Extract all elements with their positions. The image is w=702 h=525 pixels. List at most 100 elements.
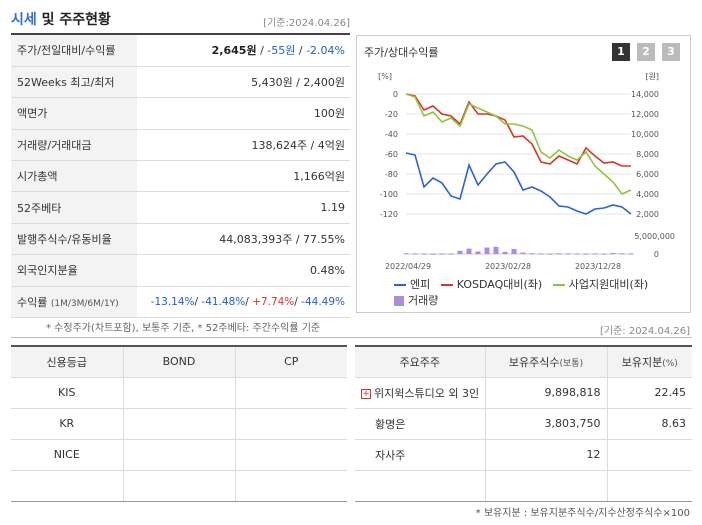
volume-bar — [529, 253, 535, 255]
volume-bar — [610, 252, 616, 254]
volume-bar — [475, 251, 481, 254]
divider — [11, 501, 347, 502]
series-line-2 — [405, 93, 631, 167]
table-row: + 위지윅스튜디오 외 3인 9,898,818 22.45 — [355, 376, 692, 409]
chart-border — [356, 312, 691, 313]
volume-bar — [592, 253, 598, 255]
table-row: 52Weeks 최고/최저 5,430원 / 2,400원 — [11, 66, 350, 99]
col-header: 보유주식수(보통) — [484, 345, 608, 378]
left-tick-label: -80 — [385, 170, 398, 179]
base-date: [기준:2024.04.26] — [263, 18, 350, 29]
volume-bar — [574, 253, 580, 255]
row-label: 발행주식수/유동비율 — [11, 223, 137, 256]
expand-icon[interactable]: + — [361, 388, 371, 399]
volume-bar — [556, 253, 562, 255]
row-value: 5,430원 / 2,400원 — [137, 66, 350, 99]
volume-bar — [511, 248, 517, 254]
volume-bar — [565, 253, 571, 255]
market-info-table: 주가/전일대비/수익률 2,645원 / -55원 / -2.04% 52Wee… — [11, 35, 350, 319]
row-label: 수익률 (1M/3M/6M/1Y) — [11, 286, 137, 319]
agency-cell — [11, 469, 124, 502]
row-label: 액면가 — [11, 97, 137, 130]
divider — [11, 33, 350, 35]
volume-bar — [448, 253, 454, 255]
x-tick-label: 2023/12/28 — [575, 262, 621, 271]
series-line-3 — [405, 93, 632, 195]
bond-cell — [122, 438, 236, 471]
right-axis-unit: [원] — [645, 72, 659, 81]
table-row: KR — [11, 407, 347, 440]
left-tick-label: -20 — [385, 110, 398, 119]
volume-bar — [502, 251, 508, 254]
x-tick-label: 2022/04/29 — [385, 262, 431, 271]
bond-cell — [122, 407, 236, 440]
col-header: 주요주주 — [355, 345, 486, 378]
cp-cell — [234, 407, 347, 440]
holder-pct — [606, 469, 692, 502]
volume-bar — [628, 253, 634, 255]
x-tick-label: 2023/02/28 — [485, 262, 531, 271]
series-line-1 — [405, 152, 632, 215]
table-row: 주가/전일대비/수익률 2,645원 / -55원 / -2.04% — [11, 35, 350, 67]
volume-bar — [520, 252, 526, 254]
chart-border — [690, 35, 691, 313]
holder-name: 황명은 — [355, 407, 486, 440]
right-tick-label: 4,000 — [636, 190, 659, 199]
agency-cell: KIS — [11, 376, 124, 409]
col-header: 보유지분(%) — [606, 345, 692, 378]
holder-name[interactable]: + 위지윅스튜디오 외 3인 — [355, 376, 486, 409]
table-row: 52주베타 1.19 — [11, 191, 350, 224]
col-header: CP — [234, 345, 347, 378]
right-tick-label: 14,000 — [631, 90, 659, 99]
table-row: 황명은 3,803,750 8.63 — [355, 407, 692, 440]
holder-pct: 8.63 — [606, 407, 692, 440]
left-axis-unit: [%] — [378, 72, 392, 81]
row-value: 1.19 — [137, 191, 350, 224]
right-tick-label: 6,000 — [636, 170, 659, 179]
legend-item-kosdaq: KOSDAQ대비(좌) — [440, 278, 542, 291]
table-row: KIS — [11, 376, 347, 409]
volume-bar — [583, 253, 589, 255]
table-row: 외국인지분율 0.48% — [11, 254, 350, 287]
row-label: 시가총액 — [11, 160, 137, 193]
bond-cell — [122, 376, 236, 409]
row-value: 100원 — [137, 97, 350, 130]
footnote: * 수정주가(차트포함), 보통주 기준, * 52주베타: 주간수익률 기준 — [46, 323, 321, 334]
agency-cell: KR — [11, 407, 124, 440]
credit-rating-table: 신용등급 BOND CP KIS KR NICE — [11, 345, 347, 502]
col-header: 신용등급 — [11, 345, 124, 378]
chart-tab-2[interactable]: 2 — [637, 43, 655, 61]
row-label: 거래량/거래대금 — [11, 129, 137, 162]
left-tick-label: 0 — [393, 90, 398, 99]
table-row: 거래량/거래대금 138,624주 / 4억원 — [11, 129, 350, 162]
row-value: 44,083,393주 / 77.55% — [137, 223, 350, 256]
right-tick-label: 10,000 — [631, 130, 659, 139]
chart-border — [356, 35, 357, 313]
volume-bar — [619, 253, 625, 255]
table-row: 발행주식수/유동비율 44,083,393주 / 77.55% — [11, 223, 350, 256]
volume-bar — [601, 253, 607, 255]
table-row: 시가총액 1,166억원 — [11, 160, 350, 193]
volume-bar — [430, 253, 436, 255]
right-tick-label: 12,000 — [631, 110, 659, 119]
chart-tab-3[interactable]: 3 — [662, 43, 680, 61]
table-row: 수익률 (1M/3M/6M/1Y) -13.14%/ -41.48%/ +7.7… — [11, 286, 350, 319]
holder-shares: 9,898,818 — [484, 376, 608, 409]
row-label: 52Weeks 최고/최저 — [11, 66, 137, 99]
col-header: BOND — [122, 345, 236, 378]
bond-cell — [122, 469, 236, 502]
row-value: 138,624주 / 4억원 — [137, 129, 350, 162]
holder-shares — [484, 469, 608, 502]
footnote-right: * 보유지분 : 보유지분주식수/지수산정주식수×100 — [475, 508, 690, 519]
table-row: 액면가 100원 — [11, 97, 350, 130]
chart-tab-1[interactable]: 1 — [612, 43, 630, 61]
legend-item-sector: 사업지원대비(좌) — [552, 278, 648, 291]
volume-bar — [412, 253, 418, 255]
row-value: 0.48% — [137, 254, 350, 287]
volume-tick-label: 0 — [654, 250, 659, 259]
price-change-value: 2,645원 / -55원 / -2.04% — [137, 35, 350, 67]
row-label: 외국인지분율 — [11, 254, 137, 287]
agency-cell: NICE — [11, 438, 124, 471]
right-tick-label: 8,000 — [636, 150, 659, 159]
left-tick-label: -60 — [385, 150, 398, 159]
